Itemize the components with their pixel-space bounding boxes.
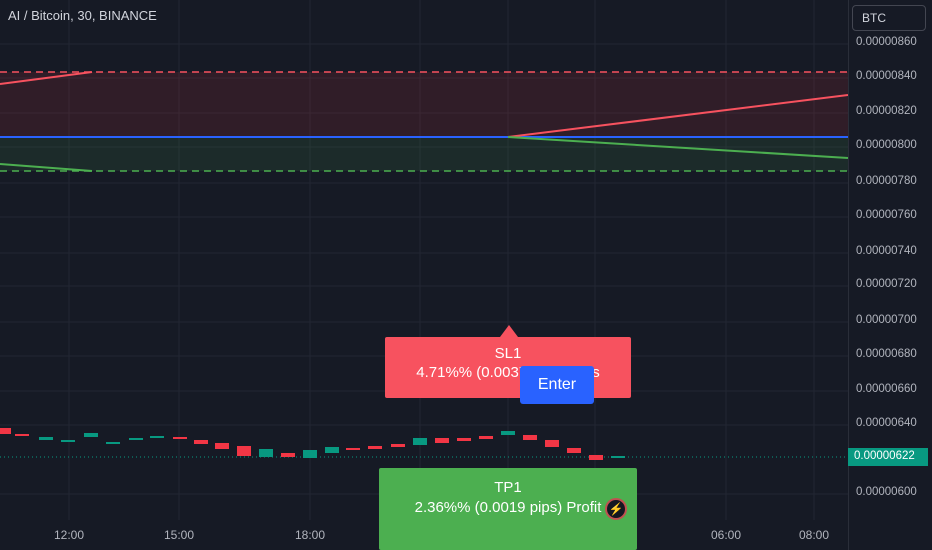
enter-button[interactable]: Enter bbox=[520, 366, 594, 404]
price-axis-label: 0.00000720 bbox=[856, 278, 917, 290]
candle bbox=[61, 440, 75, 442]
candle bbox=[281, 453, 295, 457]
time-axis-label: 15:00 bbox=[163, 528, 195, 542]
stop-loss-pointer bbox=[500, 325, 518, 337]
symbol-title: AI / Bitcoin, 30, BINANCE bbox=[8, 8, 157, 23]
candle bbox=[39, 437, 53, 440]
stop-loss-detail: 4.71%% (0.0037 pips) Loss bbox=[416, 364, 600, 381]
take-profit-trend-line-left bbox=[0, 163, 93, 172]
time-axis-label: 06:00 bbox=[710, 528, 742, 542]
take-profit-label[interactable]: TP1 2.36%% (0.0019 pips) Profit bbox=[379, 468, 637, 550]
time-axis-label: 12:00 bbox=[53, 528, 85, 542]
candle bbox=[611, 456, 625, 458]
price-axis-label: 0.00000660 bbox=[856, 383, 917, 395]
candle bbox=[15, 434, 29, 436]
price-axis[interactable] bbox=[848, 0, 932, 550]
candle bbox=[457, 438, 471, 441]
price-axis-label: 0.00000740 bbox=[856, 245, 917, 257]
stop-loss-title: SL1 bbox=[494, 345, 522, 362]
price-axis-label: 0.00000760 bbox=[856, 209, 917, 221]
candle bbox=[173, 437, 187, 439]
price-axis-label: 0.00000640 bbox=[856, 417, 917, 429]
bolt-icon[interactable]: ⚡ bbox=[605, 498, 627, 520]
candle bbox=[325, 447, 339, 453]
currency-button[interactable]: BTC bbox=[852, 5, 926, 31]
candle bbox=[215, 443, 229, 449]
candle bbox=[413, 438, 427, 445]
take-profit-zone bbox=[0, 137, 848, 171]
candle bbox=[501, 431, 515, 435]
candle bbox=[567, 448, 581, 453]
candle bbox=[106, 442, 120, 444]
price-axis-label: 0.00000840 bbox=[856, 70, 917, 82]
take-profit-trend-line-right bbox=[507, 136, 848, 159]
current-price-tag: 0.00000622 bbox=[848, 448, 928, 466]
price-axis-label: 0.00000680 bbox=[856, 348, 917, 360]
stop-loss-zone bbox=[0, 72, 848, 137]
stop-loss-label[interactable]: SL1 4.71%% (0.0037 pips) Loss bbox=[385, 337, 631, 398]
candle bbox=[523, 435, 537, 440]
candle bbox=[589, 455, 603, 460]
candle bbox=[346, 448, 360, 450]
candle bbox=[479, 436, 493, 439]
take-profit-title: TP1 bbox=[494, 479, 522, 496]
candle bbox=[0, 428, 11, 434]
price-axis-label: 0.00000820 bbox=[856, 105, 917, 117]
price-axis-label: 0.00000800 bbox=[856, 139, 917, 151]
stop-loss-trend-line-right bbox=[507, 94, 848, 138]
price-axis-label: 0.00000700 bbox=[856, 314, 917, 326]
candle bbox=[545, 440, 559, 447]
candle bbox=[259, 449, 273, 457]
price-axis-label: 0.00000780 bbox=[856, 175, 917, 187]
candle bbox=[368, 446, 382, 449]
price-axis-label: 0.00000600 bbox=[856, 486, 917, 498]
candle bbox=[84, 433, 98, 437]
candle bbox=[303, 450, 317, 458]
candle bbox=[391, 444, 405, 447]
candle bbox=[435, 438, 449, 443]
time-axis-label: 18:00 bbox=[294, 528, 326, 542]
time-axis-label: 08:00 bbox=[798, 528, 830, 542]
take-profit-detail: 2.36%% (0.0019 pips) Profit bbox=[414, 499, 602, 516]
stop-loss-trend-line-left bbox=[0, 71, 93, 85]
candle bbox=[194, 440, 208, 444]
candle bbox=[129, 438, 143, 440]
price-axis-label: 0.00000860 bbox=[856, 36, 917, 48]
candle bbox=[150, 436, 164, 438]
candle bbox=[237, 446, 251, 456]
